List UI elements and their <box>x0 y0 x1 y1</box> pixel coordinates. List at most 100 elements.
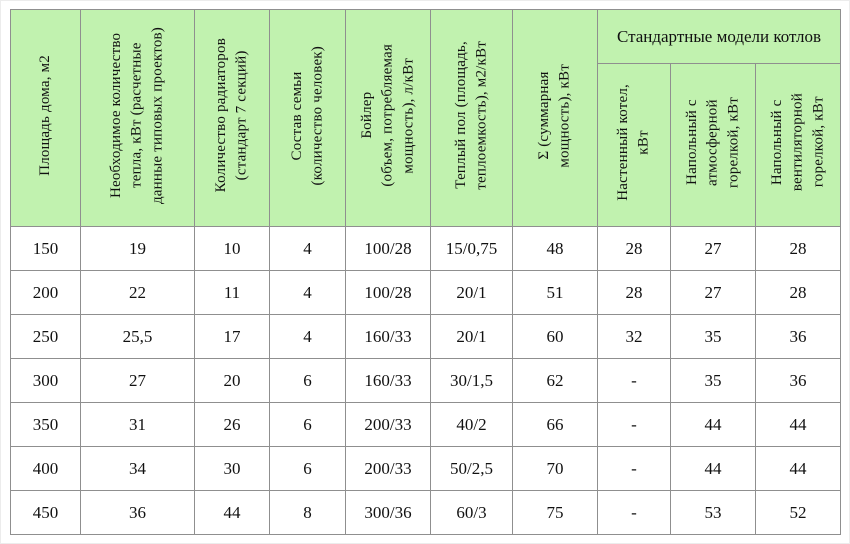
data-cell: 27 <box>670 226 756 271</box>
data-cell: 26 <box>194 402 270 447</box>
data-cell: - <box>597 358 671 403</box>
col-header-family-size-label: Состав семьи (количество человек) <box>288 45 326 186</box>
data-cell: 53 <box>670 490 756 535</box>
data-cell: - <box>597 446 671 491</box>
data-cell: 28 <box>754 270 842 315</box>
group-header-standard-boiler-models: Стандартные модели котлов <box>596 9 842 64</box>
data-cell: 22 <box>80 270 195 315</box>
col-header-radiators-label: Количество радиаторов (стандарт 7 секций… <box>213 38 250 193</box>
data-cell: 20/1 <box>430 314 513 359</box>
col-header-floor-fan: Напольный с вентиляторной горелкой, кВт <box>754 63 842 227</box>
data-cell: 44 <box>754 402 842 447</box>
data-cell: 34 <box>80 446 195 491</box>
data-cell: 48 <box>512 226 598 271</box>
data-cell: 70 <box>512 446 598 491</box>
table-row: 300 27 20 6 160/33 30/1,5 62 - 35 36 <box>10 358 842 403</box>
header-row-sub: Настенный котел, кВт Напольный с атмосфе… <box>11 63 842 227</box>
table-row: 200 22 11 4 100/28 20/1 51 28 27 28 <box>10 270 842 315</box>
data-cell: 44 <box>194 490 270 535</box>
data-cell: 100/28 <box>345 270 431 315</box>
col-header-floor-fan-label: Напольный с вентиляторной горелкой, кВт <box>768 93 827 192</box>
col-header-total-power: Σ (суммарная мощность), кВт <box>512 9 598 227</box>
data-cell: 36 <box>754 314 842 359</box>
data-cell: 27 <box>80 358 195 403</box>
data-cell: 30 <box>194 446 270 491</box>
data-cell: 300 <box>10 358 81 403</box>
col-header-boiler-dhw: Бойлер (объем, потребляемая мощность), л… <box>345 9 431 227</box>
data-cell: 8 <box>269 490 346 535</box>
data-cell: 75 <box>512 490 598 535</box>
data-cell: 20/1 <box>430 270 513 315</box>
col-header-floor-atmospheric-label: Напольный с атмосферной горелкой, кВт <box>683 97 742 188</box>
col-header-wall-mounted-label: Настенный котел, кВт <box>615 84 652 201</box>
group-header-label: Стандартные модели котлов <box>616 26 822 46</box>
data-cell: 6 <box>269 446 346 491</box>
header-row-group: Площадь дома, м2 Необходимое количество … <box>10 9 842 227</box>
table-row: 400 34 30 6 200/33 50/2,5 70 - 44 44 <box>10 446 842 491</box>
data-cell: 450 <box>10 490 81 535</box>
data-cell: 150 <box>10 226 81 271</box>
table-body: 150 19 10 4 100/28 15/0,75 48 28 27 28 2… <box>10 226 842 535</box>
data-cell: 52 <box>754 490 842 535</box>
data-cell: 62 <box>512 358 598 403</box>
data-cell: 44 <box>670 446 756 491</box>
table-row: 150 19 10 4 100/28 15/0,75 48 28 27 28 <box>10 226 842 271</box>
data-cell: 350 <box>10 402 81 447</box>
col-header-warm-floor-label: Теплый пол (площадь, теплоемкость), м2/к… <box>452 41 490 190</box>
data-cell: 4 <box>269 270 346 315</box>
data-cell: 10 <box>194 226 270 271</box>
table-row: 450 36 44 8 300/36 60/3 75 - 53 52 <box>10 490 842 535</box>
data-cell: 200/33 <box>345 402 431 447</box>
data-cell: 250 <box>10 314 81 359</box>
data-cell: 27 <box>670 270 756 315</box>
data-cell: 200 <box>10 270 81 315</box>
data-cell: 6 <box>269 358 346 403</box>
col-header-radiators: Количество радиаторов (стандарт 7 секций… <box>194 9 270 227</box>
col-header-warm-floor: Теплый пол (площадь, теплоемкость), м2/к… <box>430 9 513 227</box>
data-cell: 66 <box>512 402 598 447</box>
data-cell: - <box>597 402 671 447</box>
col-header-boiler-dhw-label: Бойлер (объем, потребляемая мощность), л… <box>358 44 417 187</box>
data-cell: 4 <box>269 314 346 359</box>
col-header-house-area-label: Площадь дома, м2 <box>37 55 54 176</box>
data-cell: 20 <box>194 358 270 403</box>
data-cell: 50/2,5 <box>430 446 513 491</box>
data-cell: 40/2 <box>430 402 513 447</box>
boiler-selection-table: Площадь дома, м2 Необходимое количество … <box>10 9 842 535</box>
col-header-family-size: Состав семьи (количество человек) <box>269 9 346 227</box>
col-header-floor-atmospheric: Напольный с атмосферной горелкой, кВт <box>670 63 756 227</box>
data-cell: - <box>597 490 671 535</box>
data-cell: 28 <box>597 226 671 271</box>
data-cell: 4 <box>269 226 346 271</box>
data-cell: 17 <box>194 314 270 359</box>
data-cell: 160/33 <box>345 358 431 403</box>
table-row: 350 31 26 6 200/33 40/2 66 - 44 44 <box>10 402 842 447</box>
data-cell: 28 <box>754 226 842 271</box>
data-cell: 6 <box>269 402 346 447</box>
data-cell: 100/28 <box>345 226 431 271</box>
data-cell: 51 <box>512 270 598 315</box>
data-cell: 300/36 <box>345 490 431 535</box>
col-header-wall-mounted: Настенный котел, кВт <box>597 63 671 227</box>
data-cell: 160/33 <box>345 314 431 359</box>
data-cell: 400 <box>10 446 81 491</box>
col-header-heat-required: Необходимое количество тепла, кВт (расче… <box>80 9 195 227</box>
col-header-house-area: Площадь дома, м2 <box>10 9 81 227</box>
data-cell: 36 <box>80 490 195 535</box>
data-cell: 60/3 <box>430 490 513 535</box>
data-cell: 25,5 <box>80 314 195 359</box>
data-cell: 60 <box>512 314 598 359</box>
col-header-heat-required-label: Необходимое количество тепла, кВт (расче… <box>108 26 166 205</box>
data-cell: 44 <box>670 402 756 447</box>
data-cell: 15/0,75 <box>430 226 513 271</box>
data-cell: 28 <box>597 270 671 315</box>
data-cell: 44 <box>754 446 842 491</box>
table-row: 250 25,5 17 4 160/33 20/1 60 32 35 36 <box>10 314 842 359</box>
data-cell: 35 <box>670 358 756 403</box>
data-cell: 36 <box>754 358 842 403</box>
data-cell: 19 <box>80 226 195 271</box>
data-cell: 32 <box>597 314 671 359</box>
data-cell: 35 <box>670 314 756 359</box>
col-header-total-power-label: Σ (суммарная мощность), кВт <box>536 63 573 168</box>
